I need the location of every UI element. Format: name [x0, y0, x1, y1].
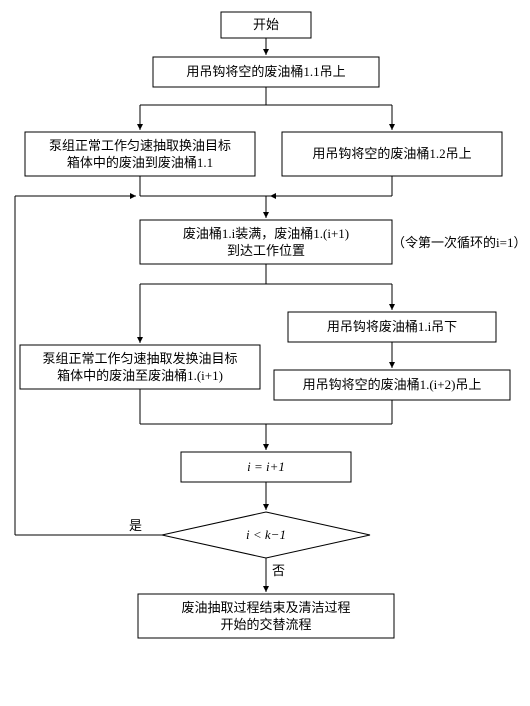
node-n2l-line1: 泵组正常工作匀速抽取换油目标 — [49, 138, 231, 153]
node-end-line2: 开始的交替流程 — [220, 617, 311, 632]
node-n4l-line2: 箱体中的废油至废油桶1.(i+1) — [57, 368, 223, 383]
node-n4r1-label: 用吊钩将废油桶1.i吊下 — [327, 319, 457, 334]
node-n1-label: 用吊钩将空的废油桶1.1吊上 — [186, 64, 345, 79]
side-note: （令第一次循环的i=1） — [392, 235, 526, 250]
node-start-label: 开始 — [253, 17, 279, 32]
node-n5-label: i = i+1 — [247, 459, 285, 474]
node-n4l-line1: 泵组正常工作匀速抽取发换油目标 — [42, 351, 237, 366]
node-decision-label: i < k−1 — [246, 527, 286, 542]
branch-yes: 是 — [129, 518, 142, 533]
node-n2l-line2: 箱体中的废油到废油桶1.1 — [67, 155, 213, 170]
node-n3-line2: 到达工作位置 — [227, 243, 305, 258]
node-n2r-label: 用吊钩将空的废油桶1.2吊上 — [312, 146, 471, 161]
node-n4r2-label: 用吊钩将空的废油桶1.(i+2)吊上 — [303, 377, 482, 392]
node-end-line1: 废油抽取过程结束及清洁过程 — [181, 600, 350, 615]
node-n3-line1: 废油桶1.i装满，废油桶1.(i+1) — [183, 226, 349, 241]
branch-no: 否 — [272, 563, 285, 578]
